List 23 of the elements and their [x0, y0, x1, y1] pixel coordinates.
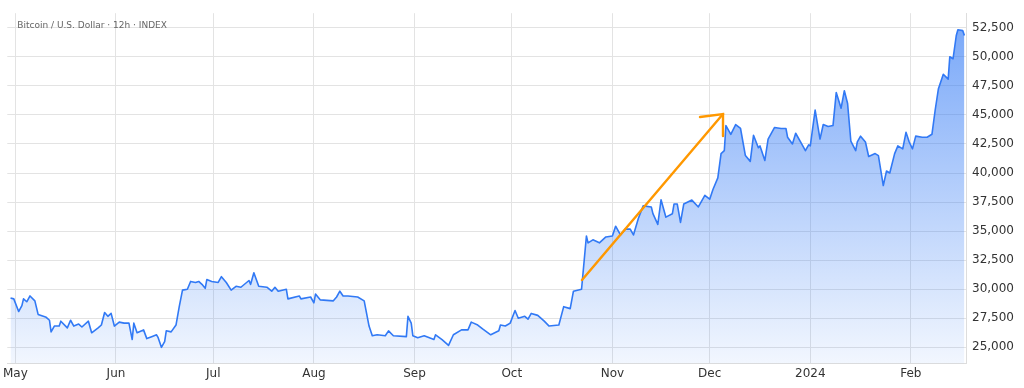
y-tick-label: 45,000	[972, 107, 1015, 122]
x-tick-label: Oct	[501, 365, 523, 380]
x-tick-label: Dec	[698, 365, 722, 380]
text: Bitcoin / U.S. Dollar · 12h · INDEX	[17, 20, 167, 31]
x-tick-label: Feb	[900, 365, 922, 380]
y-tick-label: 40,000	[972, 165, 1015, 180]
x-tick-label: 2024	[795, 365, 826, 380]
y-tick-label: 37,500	[972, 194, 1015, 209]
y-tick-label: 50,000	[972, 48, 1015, 63]
x-tick-label: Jun	[105, 365, 126, 380]
y-tick-label: 32,500	[972, 252, 1015, 267]
y-tick-label: 47,500	[972, 77, 1015, 92]
y-tick-label: 35,000	[972, 223, 1015, 238]
y-tick-label: 27,500	[972, 310, 1015, 325]
y-tick-label: 30,000	[972, 281, 1015, 296]
x-tick-label: Aug	[302, 365, 326, 380]
x-tick-label: Nov	[600, 365, 625, 380]
x-tick-label: May	[3, 365, 28, 380]
x-tick-label: Sep	[403, 365, 426, 380]
y-tick-label: 52,500	[972, 19, 1015, 34]
y-tick-label: 25,000	[972, 339, 1015, 354]
y-tick-label: 42,500	[972, 136, 1015, 151]
x-tick-label: Jul	[205, 365, 221, 380]
